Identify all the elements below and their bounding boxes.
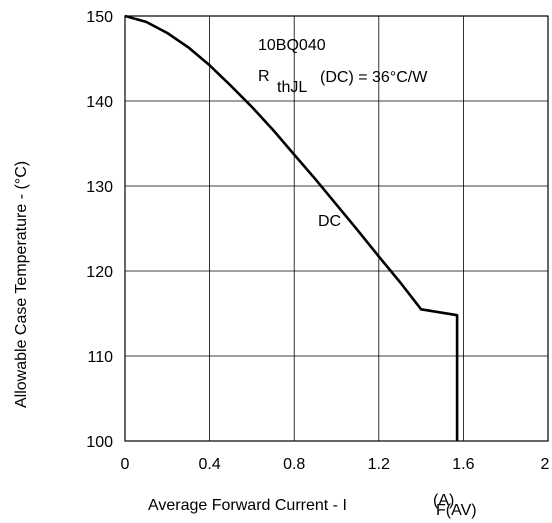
tick-labels: 0 0.4 0.8 1.2 1.6 2 100 110 120 130 140 150 xyxy=(86,9,549,473)
y-tick-label: 110 xyxy=(87,349,113,366)
y-tick-label: 120 xyxy=(86,264,113,281)
annotation-rth-sub: thJL xyxy=(277,79,307,96)
y-tick-label: 150 xyxy=(86,9,113,26)
x-axis-label-subscript: F(AV) xyxy=(436,502,477,519)
x-tick-label: 2 xyxy=(541,456,550,473)
annotation-device: 10BQ040 xyxy=(258,37,326,54)
x-tick-label: 1.2 xyxy=(368,456,390,473)
grid-lines xyxy=(125,16,548,441)
y-tick-label: 140 xyxy=(86,94,113,111)
x-axis-label-unit: (A) xyxy=(433,492,454,509)
curve-label-dc: DC xyxy=(318,213,341,230)
annotation-rth-suffix: (DC) = 36°C/W xyxy=(320,69,428,86)
y-tick-label: 100 xyxy=(86,434,113,451)
x-axis-label: Average Forward Current - I xyxy=(148,497,347,514)
plot-frame xyxy=(124,15,549,442)
x-tick-label: 1.6 xyxy=(452,456,474,473)
y-axis-label: Allowable Case Temperature - (°C) xyxy=(13,161,30,408)
annotation-rth-prefix: R xyxy=(258,68,270,85)
x-tick-label: 0.8 xyxy=(283,456,305,473)
series-line-dc xyxy=(124,14,459,441)
x-tick-label: 0.4 xyxy=(198,456,220,473)
x-tick-label: 0 xyxy=(121,456,130,473)
y-tick-label: 130 xyxy=(86,179,113,196)
